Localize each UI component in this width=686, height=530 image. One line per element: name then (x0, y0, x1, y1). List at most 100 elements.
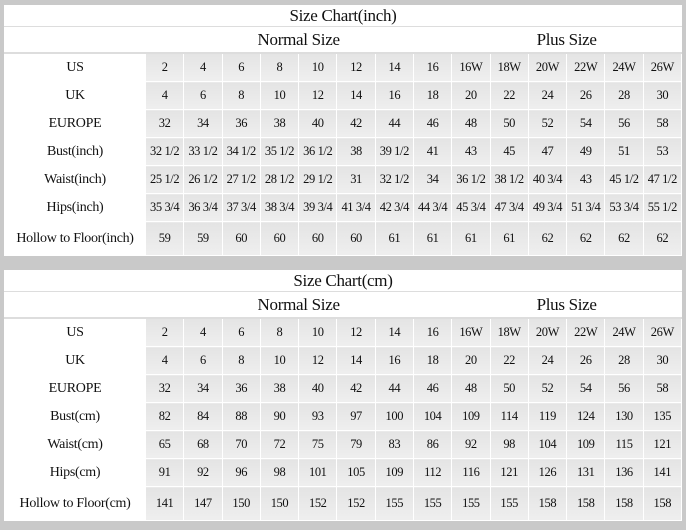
size-cell: 22 (489, 346, 529, 375)
size-cell: 18 (412, 81, 453, 110)
size-cell: 32 1/2 (144, 137, 185, 166)
size-cell: 82 (144, 402, 185, 431)
size-cell: 52 (527, 374, 568, 403)
size-cell: 37 3/4 (221, 193, 261, 222)
size-cell: 70 (221, 430, 261, 459)
size-cell: 56 (604, 109, 644, 138)
size-cell: 116 (451, 458, 491, 487)
size-cell: 100 (374, 402, 414, 431)
table-row: Hips(cm) 91 92 96 98 101 105 109 112 116 121 126 131… (4, 458, 683, 487)
row-label: EUROPE (4, 109, 146, 138)
size-cell: 34 (183, 374, 223, 403)
size-cell: 27 1/2 (221, 165, 261, 194)
table-row: Waist(inch) 25 1/2 26 1/2 27 1/2 28 1/2 29 1/… (4, 165, 683, 194)
size-cell: 16 (374, 81, 414, 110)
size-cell: 115 (604, 430, 644, 459)
size-cell: 50 (489, 109, 529, 138)
row-label: Waist(cm) (4, 430, 146, 459)
size-cell: 26 1/2 (183, 165, 223, 194)
row-label: US (4, 317, 146, 347)
size-cell: 41 (412, 137, 453, 166)
size-cell: 40 (298, 374, 338, 403)
size-cell: 31 (336, 165, 376, 194)
size-cell: 14 (336, 346, 376, 375)
size-cell: 62 (527, 221, 568, 256)
size-cell: 18W (489, 317, 529, 347)
size-cell: 16W (451, 317, 491, 347)
size-cell: 152 (336, 486, 376, 521)
table-row: Bust(inch) 32 1/2 33 1/2 34 1/2 35 1/2 36 1/2… (4, 137, 683, 166)
size-cell: 6 (183, 346, 223, 375)
table-row: Hollow to Floor(inch) 59 59 60 60 60 60 61 61 61 6… (4, 221, 683, 256)
row-label: US (4, 52, 146, 82)
size-cell: 34 (412, 165, 453, 194)
size-cell: 12 (336, 52, 376, 82)
size-cell: 36 1/2 (451, 165, 491, 194)
size-cell: 20W (527, 317, 568, 347)
size-cell: 10 (298, 317, 338, 347)
size-cell: 33 1/2 (183, 137, 223, 166)
size-cell: 36 1/2 (298, 137, 338, 166)
size-cell: 131 (566, 458, 606, 487)
row-label: Hips(inch) (4, 193, 146, 222)
size-cell: 121 (642, 430, 683, 459)
size-cell: 61 (374, 221, 414, 256)
row-label: UK (4, 81, 146, 110)
size-cell: 24W (604, 52, 644, 82)
size-cell: 18W (489, 52, 529, 82)
size-cell: 135 (642, 402, 683, 431)
size-cell: 49 (566, 137, 606, 166)
size-cell: 20W (527, 52, 568, 82)
table-row: EUROPE 32 34 36 38 40 42 44 46 48 50 52 54 56 58 (4, 109, 683, 138)
size-cell: 54 (566, 109, 606, 138)
size-cell: 101 (298, 458, 338, 487)
size-cell: 44 (374, 109, 414, 138)
size-cell: 2 (144, 317, 185, 347)
size-cell: 54 (566, 374, 606, 403)
size-cell: 36 (221, 374, 261, 403)
size-cell: 114 (489, 402, 529, 431)
size-cell: 18 (412, 346, 453, 375)
row-label: Hollow to Floor(cm) (4, 486, 146, 521)
size-cell: 30 (642, 346, 683, 375)
size-cell: 98 (489, 430, 529, 459)
size-cell: 38 (259, 109, 300, 138)
size-cell: 62 (566, 221, 606, 256)
table-row: Hollow to Floor(cm) 141 147 150 150 152 152 155… (4, 486, 683, 521)
size-cell: 124 (566, 402, 606, 431)
size-chart-inch: Size Chart(inch) Normal Size Plus Size US 2 4… (4, 5, 683, 256)
size-cell: 83 (374, 430, 414, 459)
size-cell: 84 (183, 402, 223, 431)
size-cell: 36 3/4 (183, 193, 223, 222)
size-cell: 16 (374, 346, 414, 375)
size-cell: 88 (221, 402, 261, 431)
size-cell: 98 (259, 458, 300, 487)
size-cell: 72 (259, 430, 300, 459)
plus-size-header: Plus Size (451, 26, 682, 54)
row-label: UK (4, 346, 146, 375)
size-cell: 61 (412, 221, 453, 256)
size-cell: 126 (527, 458, 568, 487)
size-cell: 43 (451, 137, 491, 166)
table-row: UK 4 6 8 10 12 14 16 18 20 22 24 26 28 30 (4, 346, 683, 375)
size-cell: 109 (566, 430, 606, 459)
size-cell: 60 (221, 221, 261, 256)
size-cell: 59 (144, 221, 185, 256)
size-cell: 6 (183, 81, 223, 110)
size-cell: 90 (259, 402, 300, 431)
size-cell: 20 (451, 346, 491, 375)
size-cell: 2 (144, 52, 185, 82)
size-cell: 46 (412, 374, 453, 403)
size-cell: 53 3/4 (604, 193, 644, 222)
row-label: Hips(cm) (4, 458, 146, 487)
size-cell: 16 (412, 52, 453, 82)
size-cell: 158 (604, 486, 644, 521)
size-cell: 47 1/2 (642, 165, 683, 194)
size-cell: 158 (566, 486, 606, 521)
size-cell: 16 (412, 317, 453, 347)
size-cell: 51 (604, 137, 644, 166)
size-cell: 62 (604, 221, 644, 256)
size-cell: 155 (374, 486, 414, 521)
size-cell: 25 1/2 (144, 165, 185, 194)
size-cell: 121 (489, 458, 529, 487)
